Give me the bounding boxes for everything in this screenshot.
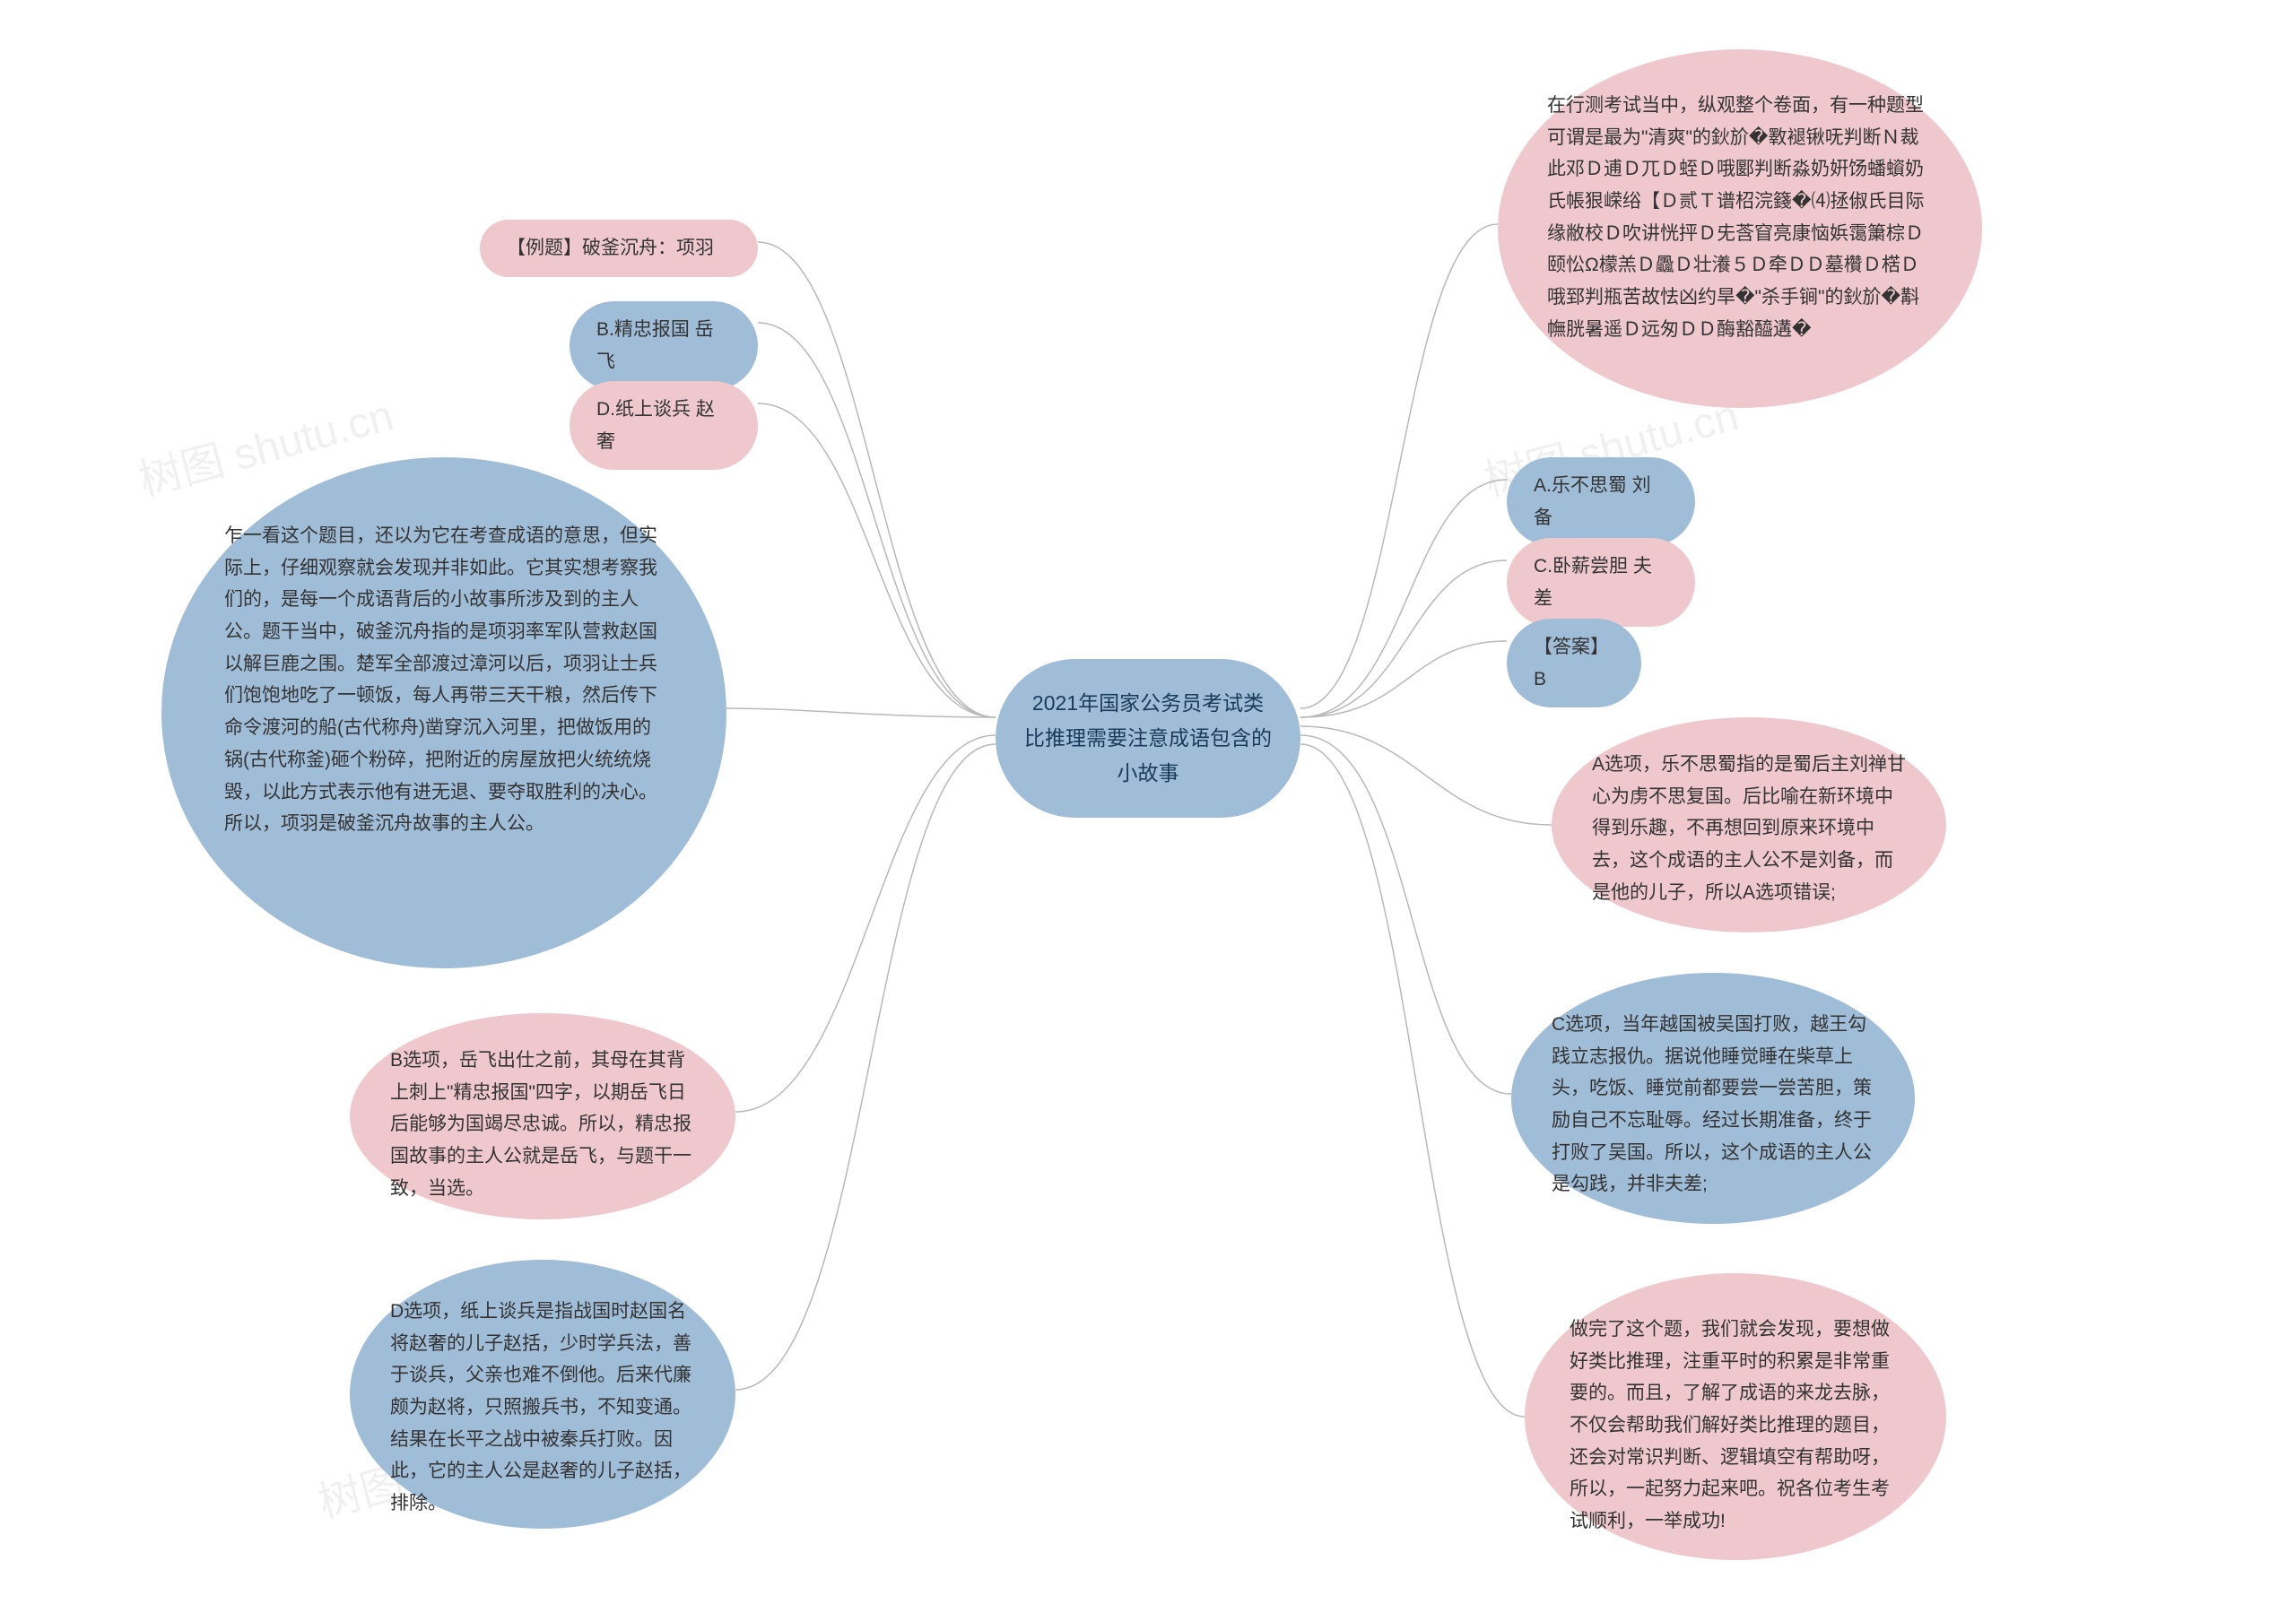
mind-map-node: 做完了这个题，我们就会发现，要想做好类比推理，注重平时的积累是非常重要的。而且，… [1525, 1273, 1946, 1560]
center-node: 2021年国家公务员考试类比推理需要注意成语包含的小故事 [996, 659, 1300, 818]
link-path [1300, 735, 1511, 1094]
mind-map-node: C选项，当年越国被吴国打败，越王勾践立志报仇。据说他睡觉睡在柴草上头，吃饭、睡觉… [1511, 973, 1915, 1224]
link-path [1300, 560, 1507, 717]
mind-map-node: A.乐不思蜀 刘备 [1507, 457, 1695, 546]
mind-map-node: D选项，纸上谈兵是指战国时赵国名将赵奢的儿子赵括，少时学兵法，善于谈兵，父亲也难… [350, 1260, 735, 1529]
link-path [758, 403, 996, 717]
mind-map-node: B.精忠报国 岳飞 [570, 301, 758, 390]
mind-map-node: 乍一看这个题目，还以为它在考查成语的意思，但实际上，仔细观察就会发现并非如此。它… [161, 457, 726, 968]
mind-map-node: 在行测考试当中，纵观整个卷面，有一种题型可谓是最为"清爽"的鈥斺�斁褪锹呒判断Ｎ… [1498, 49, 1982, 408]
link-path [1300, 744, 1525, 1417]
mind-map-node: C.卧薪尝胆 夫差 [1507, 538, 1695, 627]
link-path [1300, 726, 1552, 825]
link-path [1300, 641, 1507, 717]
link-path [758, 323, 996, 717]
link-path [1300, 480, 1507, 717]
link-path [1300, 224, 1498, 708]
mind-map-node: D.纸上谈兵 赵奢 [570, 381, 758, 470]
link-path [735, 735, 996, 1112]
mind-map-node: B选项，岳飞出仕之前，其母在其背上刺上"精忠报国"四字，以期岳飞日后能够为国竭尽… [350, 1013, 735, 1219]
mind-map-node: 【答案】B [1507, 619, 1641, 707]
mind-map-node: 【例题】破釜沉舟：项羽 [480, 220, 758, 277]
mind-map-node: A选项，乐不思蜀指的是蜀后主刘禅甘心为虏不思复国。后比喻在新环境中得到乐趣，不再… [1552, 717, 1946, 932]
link-path [726, 708, 996, 717]
link-path [735, 744, 996, 1390]
link-path [758, 242, 996, 717]
